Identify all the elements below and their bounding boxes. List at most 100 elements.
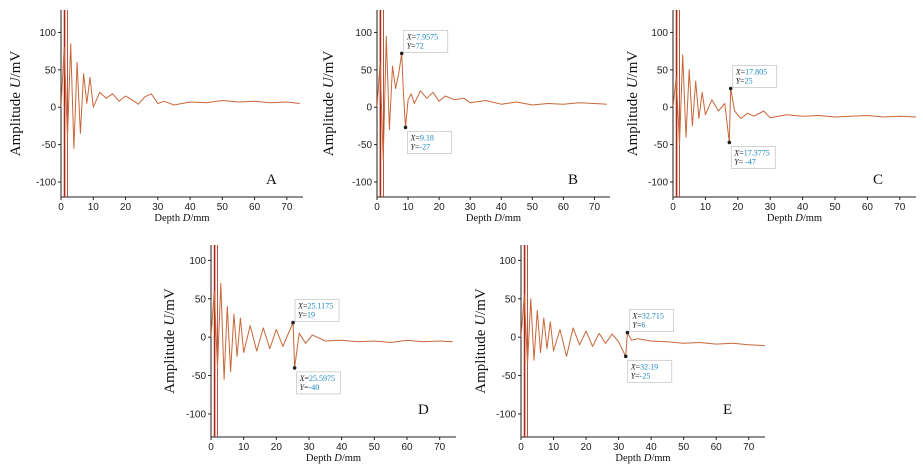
data-tip-y: Y=-25 <box>631 371 651 380</box>
x-tick-label: 40 <box>797 202 809 213</box>
x-tick-label: 20 <box>271 442 283 453</box>
y-tick-label: 50 <box>505 294 517 305</box>
data-tip-point <box>403 125 408 130</box>
data-tip-x: X=9.18 <box>410 133 434 142</box>
y-tick-label: 50 <box>657 65 669 76</box>
y-axis-title: Amplitude U/mV <box>8 51 24 157</box>
x-tick-label: 70 <box>894 202 906 213</box>
y-tick-label: 100 <box>39 28 56 39</box>
x-tick-label: 0 <box>374 202 380 213</box>
chart-panel-a: -100 -50 0 50 100 0 10 20 30 40 50 60 70 Depth D/mm Am… <box>8 10 303 224</box>
x-tick-label: 40 <box>646 442 658 453</box>
signal-line <box>211 282 453 380</box>
x-tick-label: 40 <box>336 442 348 453</box>
y-axis-title: Amplitude U/mV <box>321 51 337 157</box>
y-tick-label: -100 <box>186 409 206 420</box>
x-tick-label: 30 <box>303 442 315 453</box>
x-tick-label: 20 <box>434 202 446 213</box>
data-tip-point <box>625 330 630 335</box>
y-tick-label: -100 <box>648 178 668 189</box>
x-tick-label: 70 <box>743 442 755 453</box>
x-tick-label: 50 <box>217 202 229 213</box>
x-tick-label: 50 <box>678 442 690 453</box>
chart-panel-c: -100 -50 0 50 100 0 10 20 30 40 50 60 70 Depth D/mm Am… <box>625 10 916 224</box>
data-tip-x: X=32.19 <box>630 362 658 371</box>
y-tick-label: 100 <box>189 256 206 267</box>
y-tick-label: 0 <box>510 333 516 344</box>
x-tick-label: 10 <box>238 442 250 453</box>
x-tick-label: 30 <box>613 442 625 453</box>
data-tip-x: X=32.715 <box>631 312 663 321</box>
x-axis-title: Depth D/mm <box>154 213 209 224</box>
data-tip-x: X=25.1175 <box>297 302 333 311</box>
data-tip-point <box>292 366 297 370</box>
data-tip-y: Y=25 <box>736 77 753 86</box>
data-tip-x: X=25.5975 <box>299 374 335 383</box>
data-tip-box <box>629 309 674 332</box>
x-tick-label: 20 <box>120 202 132 213</box>
x-tick-label: 70 <box>281 202 293 213</box>
y-tick-label: 0 <box>662 103 668 114</box>
y-tick-label: 0 <box>200 333 206 344</box>
signal-line <box>61 43 300 149</box>
x-axis-title: Depth D/mm <box>615 453 670 464</box>
x-tick-label: 40 <box>496 202 508 213</box>
data-tip-x: X=17.3775 <box>733 148 769 157</box>
y-tick-label: 0 <box>366 103 372 114</box>
y-tick-label: -50 <box>42 140 57 151</box>
y-tick-label: -50 <box>358 140 373 151</box>
y-axis-title: Amplitude U/mV <box>162 288 178 394</box>
chart-panel-d: -100 -50 0 50 100 0 10 20 30 40 50 60 70 Depth D/mm Am… <box>162 245 456 464</box>
signal-line <box>673 54 916 146</box>
y-tick-label: -50 <box>192 371 207 382</box>
y-tick-label: 100 <box>499 256 516 267</box>
data-tip-y: Y=19 <box>298 311 315 320</box>
panel-letter: C <box>873 172 883 188</box>
x-tick-label: 70 <box>434 442 446 453</box>
x-tick-label: 30 <box>765 202 777 213</box>
x-tick-label: 0 <box>58 202 64 213</box>
x-axis-title: Depth D/mm <box>767 213 822 224</box>
data-tip-box <box>403 29 449 53</box>
x-tick-label: 10 <box>403 202 415 213</box>
x-tick-label: 20 <box>581 442 593 453</box>
x-tick-label: 0 <box>670 202 676 213</box>
data-tip-y: Y=6 <box>632 321 645 330</box>
panel-letter: A <box>266 172 277 188</box>
chart-panel-e: -100 -50 0 50 100 0 10 20 30 40 50 60 70 Depth D/mm Am… <box>473 245 765 464</box>
panel-letter: D <box>418 402 429 418</box>
y-tick-label: -100 <box>496 409 516 420</box>
x-tick-label: 40 <box>185 202 197 213</box>
data-tip-point <box>727 140 732 145</box>
x-tick-label: 10 <box>88 202 100 213</box>
y-tick-label: -100 <box>36 178 56 189</box>
x-tick-label: 10 <box>700 202 712 213</box>
data-tip-x: X=17.805 <box>735 68 767 77</box>
signal-line <box>377 35 607 161</box>
data-tip-point <box>291 320 295 325</box>
y-tick-label: -50 <box>654 140 669 151</box>
y-tick-label: -50 <box>502 371 517 382</box>
x-axis-title: Depth D/mm <box>306 453 361 464</box>
y-tick-label: 100 <box>355 28 372 39</box>
y-tick-label: 50 <box>195 294 207 305</box>
y-tick-label: 0 <box>50 103 56 114</box>
x-tick-label: 10 <box>548 442 560 453</box>
data-tip-box <box>627 359 673 383</box>
x-tick-label: 0 <box>208 442 214 453</box>
panel-letter: B <box>568 172 578 188</box>
data-tip-point <box>623 354 628 359</box>
data-tip-y: Y=-40 <box>300 383 320 392</box>
x-axis-title: Depth D/mm <box>466 213 521 224</box>
data-tip-box <box>294 299 340 322</box>
x-tick-label: 60 <box>862 202 874 213</box>
x-tick-label: 0 <box>518 442 524 453</box>
x-tick-label: 60 <box>711 442 723 453</box>
chart-panel-b: -100 -50 0 50 100 0 10 20 30 40 50 60 70 Depth D/mm Am… <box>321 10 610 224</box>
data-tip-point <box>399 51 404 56</box>
y-tick-label: 50 <box>45 65 57 76</box>
data-tip-box <box>407 131 452 154</box>
x-tick-label: 20 <box>732 202 744 213</box>
x-tick-label: 50 <box>369 442 381 453</box>
